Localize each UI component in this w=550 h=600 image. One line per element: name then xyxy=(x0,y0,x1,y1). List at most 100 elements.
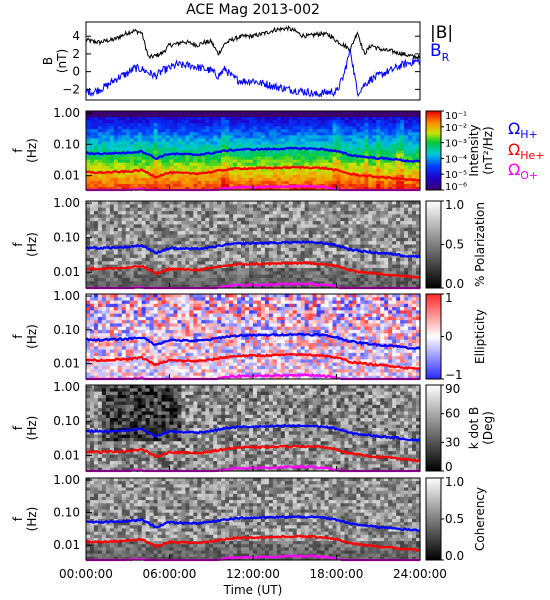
spectrogram-cell xyxy=(324,221,330,226)
spectrogram-cell xyxy=(328,156,334,161)
spectrogram-cell xyxy=(352,144,357,149)
colorbar-step xyxy=(426,182,441,185)
spectrogram-cell xyxy=(284,159,290,164)
spectrogram-cell xyxy=(372,211,377,215)
spectrogram-cell xyxy=(173,186,179,191)
spectrogram-cell xyxy=(233,153,238,158)
colorbar-step xyxy=(426,134,441,138)
colorbar-tick-label: 10⁻³ xyxy=(445,139,467,150)
spectrogram-cell xyxy=(344,147,350,152)
spectrogram-cell xyxy=(328,281,334,286)
spectrogram-cell xyxy=(416,224,421,229)
spectrogram-cell xyxy=(117,114,123,118)
spectrogram-cell xyxy=(253,174,258,179)
spectrogram-cell xyxy=(149,224,155,229)
spectrogram-cell xyxy=(364,234,369,239)
spectrogram-cell xyxy=(320,171,326,176)
spectrogram-cell xyxy=(165,150,171,155)
spectrogram-cell xyxy=(392,281,397,286)
spectrogram-cell xyxy=(97,237,103,242)
spectrogram-cell xyxy=(416,204,421,209)
spectrogram-cell xyxy=(364,284,369,289)
spectrogram-cell xyxy=(408,132,413,136)
spectrogram-cell xyxy=(408,231,413,236)
spectrogram-cell xyxy=(256,114,262,118)
spectrogram-cell xyxy=(256,237,262,242)
spectrogram-cell xyxy=(400,234,405,239)
colorbar-step xyxy=(426,158,441,161)
spectrogram-cell xyxy=(209,144,214,149)
spectrogram-cell xyxy=(364,224,369,229)
spectrogram-cell xyxy=(153,120,159,124)
spectrogram-cell xyxy=(336,111,342,115)
spectrogram-cell xyxy=(308,135,314,139)
spectrogram-cell xyxy=(113,180,119,185)
spectrogram-cell xyxy=(101,174,107,179)
spectrogram-cell xyxy=(364,168,369,173)
spectrogram-cell xyxy=(93,159,99,164)
spectrogram-cell xyxy=(201,231,206,236)
spectrogram-cell xyxy=(380,144,385,149)
spectrogram-cell xyxy=(328,150,334,155)
colorbar-label: Intensity (nT²/Hz) xyxy=(467,124,495,176)
spectrogram-cell xyxy=(169,274,175,279)
spectrogram-cell xyxy=(173,150,179,155)
series-line-b-r xyxy=(85,48,421,98)
spectrogram-cell xyxy=(284,141,290,146)
spectrogram-cell xyxy=(360,234,365,239)
spectrogram-cell xyxy=(368,180,373,185)
spectrogram-cell xyxy=(412,120,417,124)
spectrogram-cell xyxy=(360,171,365,176)
colorbar-tick-label: 0.0 xyxy=(445,277,464,291)
spectrogram-cell xyxy=(205,186,210,191)
spectrogram-cell xyxy=(149,254,155,259)
spectrogram-cell xyxy=(129,241,135,246)
spectrogram-cell xyxy=(300,159,306,164)
spectrogram-cell xyxy=(141,135,147,139)
spectrogram-cell xyxy=(221,138,226,142)
spectrogram-cell xyxy=(157,117,163,121)
spectrogram-cell xyxy=(368,144,373,149)
spectrogram-cell xyxy=(105,123,111,127)
spectrogram-cell xyxy=(101,254,107,259)
spectrogram-cell xyxy=(149,177,155,182)
spectrogram-cell xyxy=(312,132,318,136)
spectrogram-cell xyxy=(213,114,218,118)
spectrogram-cell xyxy=(336,231,342,236)
spectrogram-cell xyxy=(133,159,139,164)
spectrogram-cell xyxy=(185,126,190,130)
spectrogram-cell xyxy=(121,274,127,279)
spectrogram-cell xyxy=(157,227,163,232)
spectrogram-cell xyxy=(272,177,278,182)
spectrogram-cell xyxy=(344,156,350,161)
spectrogram-cell xyxy=(284,267,290,272)
spectrogram-cell xyxy=(253,138,258,142)
spectrogram-cell xyxy=(320,211,326,215)
spectrogram-cell xyxy=(356,214,361,219)
spectrogram-cell xyxy=(272,237,278,242)
spectrogram-cell xyxy=(209,177,214,182)
colorbar-step xyxy=(426,118,441,122)
spectrogram-cell xyxy=(348,284,354,289)
spectrogram-cell xyxy=(404,221,409,226)
spectrogram-cell xyxy=(157,162,163,167)
spectrogram-cell xyxy=(189,237,194,242)
spectrogram-cell xyxy=(372,111,377,115)
spectrogram-cell xyxy=(348,117,354,121)
spectrogram-cell xyxy=(312,264,318,269)
spectrogram-cell xyxy=(300,264,306,269)
spectrogram-cell xyxy=(336,221,342,226)
spectrogram-cell xyxy=(360,168,365,173)
spectrogram-cell xyxy=(340,153,346,158)
spectrogram-cell xyxy=(201,120,206,124)
spectrogram-cell xyxy=(201,129,206,133)
spectrogram-cell xyxy=(205,261,210,266)
spectrogram-cell xyxy=(364,267,369,272)
spectrogram-cell xyxy=(197,150,202,155)
spectrogram-cell xyxy=(93,126,99,130)
spectrogram-cell xyxy=(125,162,131,167)
spectrogram-cell xyxy=(181,264,187,269)
spectrogram-cell xyxy=(396,138,401,142)
spectrogram-cell xyxy=(209,168,214,173)
spectrogram-cell xyxy=(260,156,266,161)
